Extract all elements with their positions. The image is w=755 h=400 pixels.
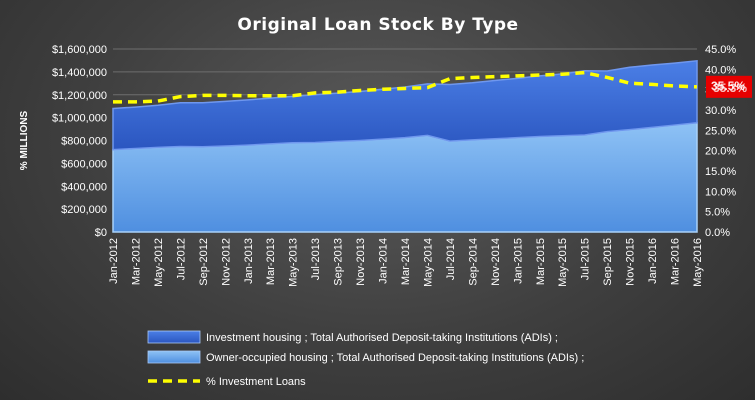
- area-series-group: [112, 59, 698, 233]
- y-left-tick-label: $400,000: [61, 181, 107, 193]
- y-left-tick-label: $1,200,000: [52, 90, 107, 102]
- x-tick-label: Mar-2012: [130, 238, 142, 285]
- y-left-tick-label: $1,400,000: [52, 67, 107, 79]
- x-tick-label: Sep-2013: [333, 238, 345, 286]
- x-tick-label: Sep-2012: [198, 238, 210, 286]
- x-tick-label: May-2015: [557, 238, 569, 287]
- legend-swatch: [147, 350, 201, 364]
- x-tick-label: May-2013: [288, 238, 300, 287]
- y-left-tick-label: $1,000,000: [52, 113, 107, 125]
- y-right-tick-label: 40.0%: [705, 64, 736, 76]
- x-tick-label: May-2014: [422, 238, 434, 287]
- x-tick-label: Jul-2015: [580, 238, 592, 280]
- legend-label: Owner-occupied housing ; Total Authorise…: [206, 352, 584, 364]
- y-right-tick-label: 20.0%: [705, 146, 736, 158]
- x-tick-label: Jan-2015: [512, 238, 524, 284]
- x-tick-label: Nov-2013: [355, 238, 367, 286]
- y-left-tick-label: $800,000: [61, 136, 107, 148]
- x-tick-label: Jul-2014: [445, 238, 457, 280]
- chart-title: Original Loan Stock By Type: [237, 15, 518, 35]
- y-axis-label: % MILLIONS: [19, 110, 30, 170]
- line-series-group: [113, 70, 698, 104]
- x-tick-label: Mar-2016: [670, 238, 682, 285]
- x-tick-label: Jul-2012: [175, 238, 187, 280]
- x-tick-label: Sep-2015: [602, 238, 614, 286]
- end-value-badges: 35.5%35.3%: [706, 75, 752, 98]
- x-axis: Jan-2012 Mar-2012 May-2012 Jul-2012 Sep-2012…: [108, 238, 704, 287]
- y-right-tick-label: 10.0%: [705, 186, 736, 198]
- x-tick-label: Sep-2014: [467, 238, 479, 286]
- y-left-tick-label: $1,600,000: [52, 44, 107, 56]
- investment-pct-line: [113, 70, 698, 104]
- x-tick-label: Mar-2014: [400, 238, 412, 285]
- x-tick-label: Nov-2015: [625, 238, 637, 286]
- x-tick-label: Nov-2012: [220, 238, 232, 286]
- legend-label: Investment housing ; Total Authorised De…: [206, 332, 558, 344]
- investment-housing-area: [112, 59, 698, 151]
- y-left-tick-label: $0: [95, 227, 107, 239]
- legend-swatch: [147, 330, 201, 344]
- y-right-tick-label: 15.0%: [705, 166, 736, 178]
- legend: Investment housing ; Total Authorised De…: [147, 330, 584, 388]
- y-axis-right: 0.0%5.0%10.0%15.0%20.0%25.0%30.0%35.0%40…: [705, 44, 736, 239]
- y-right-tick-label: 25.0%: [705, 125, 736, 137]
- x-tick-label: Jan-2014: [378, 238, 390, 284]
- x-tick-label: Nov-2014: [490, 238, 502, 286]
- x-tick-label: May-2016: [692, 238, 704, 287]
- y-right-tick-label: 0.0%: [705, 227, 730, 239]
- legend-label: % Investment Loans: [206, 376, 306, 388]
- x-tick-label: Mar-2013: [265, 238, 277, 285]
- end-value-badge: 35.3%: [713, 81, 747, 95]
- y-right-tick-label: 30.0%: [705, 105, 736, 117]
- x-tick-label: Jan-2016: [647, 238, 659, 284]
- y-right-tick-label: 45.0%: [705, 44, 736, 56]
- x-tick-label: Jan-2013: [243, 238, 255, 284]
- x-tick-label: Jul-2013: [310, 238, 322, 280]
- y-left-tick-label: $600,000: [61, 158, 107, 170]
- end-badge-box: [706, 75, 752, 98]
- y-right-tick-label: 5.0%: [705, 207, 730, 219]
- y-axis-left: $0 $200,000 $400,000 $600,000 $800,000 $1,000…: [52, 44, 107, 239]
- end-value-badge: 35.5%: [711, 79, 745, 93]
- x-tick-label: Mar-2015: [535, 238, 547, 285]
- x-tick-label: May-2012: [153, 238, 165, 287]
- y-left-tick-label: $200,000: [61, 204, 107, 216]
- x-tick-label: Jan-2012: [108, 238, 120, 284]
